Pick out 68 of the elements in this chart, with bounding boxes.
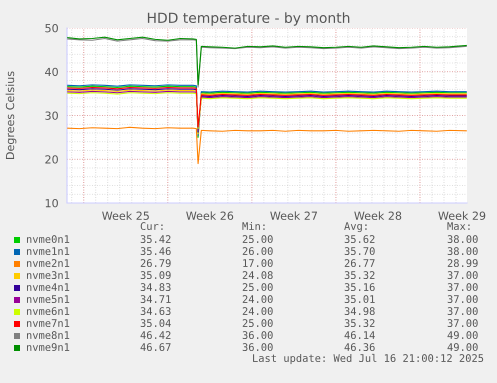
text: 37.00 [448,271,478,280]
legend-label: nvme3n1 [26,271,70,280]
legend-label: nvme8n1 [26,331,70,340]
text: 36.00 [242,331,273,340]
x-tick-label: Week 27 [270,211,317,220]
text: 35.01 [344,295,375,304]
text: 34.83 [140,283,171,292]
text: 26.79 [140,259,171,268]
text: 49.00 [448,331,478,340]
y-axis-title: Degrees Celsius [6,71,16,159]
x-tick-label: Week 25 [102,211,149,220]
text: 36.00 [242,343,273,352]
x-tick-label: Week 26 [186,211,234,220]
x-tick-label: Week 29 [438,211,486,220]
text: Max: [447,222,470,230]
text: 35.62 [344,235,374,244]
text: 35.16 [344,283,375,292]
text: 37.00 [448,283,478,292]
text: 34.98 [344,307,375,316]
text: 24.00 [242,307,273,316]
text: 24.08 [242,271,273,280]
y-tick-label: 40 [45,68,58,76]
text: 24.00 [242,295,273,304]
text: 28.99 [448,259,478,268]
text: Min: [242,222,265,230]
text: 34.71 [140,295,171,304]
y-tick-label: 20 [45,155,58,164]
text: 46.36 [344,343,375,352]
legend-label: nvme2n1 [26,259,70,268]
line-series [67,126,467,164]
text: 37.00 [448,319,478,328]
text: Last update: Wed Jul 16 21:00:12 2025 [253,354,484,364]
text: 35.04 [140,319,171,328]
text: 38.00 [448,235,478,244]
legend-label: nvme4n1 [26,283,70,292]
legend-label: nvme0n1 [26,235,70,244]
text: 46.67 [140,343,171,352]
text: 38.00 [448,247,478,256]
text: 46.14 [344,331,375,340]
text: 25.00 [242,319,273,328]
text: 26.00 [242,247,273,256]
legend-label: nvme6n1 [26,307,70,316]
text: 37.00 [448,307,478,316]
x-tick-label: Week 28 [354,211,402,220]
legend-label: nvme7n1 [26,319,70,328]
text: 49.00 [448,343,478,352]
legend-label: nvme1n1 [26,247,70,256]
text: 35.46 [140,247,171,256]
text: Cur: [140,222,163,230]
text: 25.00 [242,283,273,292]
text: 35.42 [140,235,170,244]
text: 35.09 [140,271,171,280]
text: 35.70 [344,247,375,256]
text: 46.42 [140,331,170,340]
text: 37.00 [448,295,478,304]
y-tick-label: 50 [45,24,58,32]
text: 34.63 [140,307,171,316]
legend-label: nvme5n1 [26,295,70,304]
chart-title: HDD temperature - by month [148,12,350,26]
text: 35.32 [344,271,374,280]
text: 17.00 [243,259,273,268]
y-tick-label: 30 [45,111,58,120]
y-tick-label: 10 [46,198,58,208]
text: 35.32 [344,319,374,328]
legend-label: nvme9n1 [26,343,70,352]
text: Avg: [344,222,367,232]
text: 26.77 [344,259,375,268]
text: 25.00 [242,235,273,244]
